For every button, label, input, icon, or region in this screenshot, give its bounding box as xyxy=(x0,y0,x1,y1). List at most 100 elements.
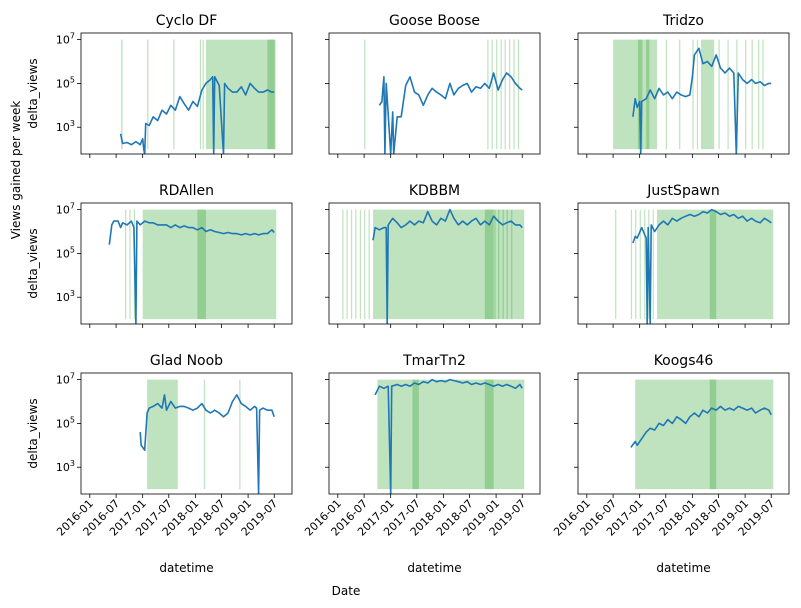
figure-xlabel: Date xyxy=(332,584,361,598)
panel-title: JustSpawn xyxy=(646,183,719,199)
plot-area xyxy=(364,39,523,154)
highlight-band xyxy=(709,209,717,320)
panel-justspawn: JustSpawn xyxy=(574,183,790,328)
panel-tmartn2: TmarTn22016-012016-072017-012017-072018-… xyxy=(302,353,541,575)
highlight-band xyxy=(142,209,277,320)
series-line xyxy=(630,405,772,448)
panel-rdallen: RDAllen 103 105 107 delta_views xyxy=(26,183,293,328)
series-line xyxy=(378,72,523,154)
highlight-band xyxy=(613,39,657,150)
axes-frame xyxy=(80,32,293,155)
plot-area xyxy=(615,208,774,324)
figure-ylabel: Views gained per week xyxy=(9,101,23,240)
highlight-band xyxy=(412,379,419,490)
highlight-band xyxy=(637,39,643,150)
subplot-ylabel: delta_views xyxy=(26,58,40,128)
highlight-band xyxy=(205,39,276,150)
highlight-band xyxy=(511,209,513,320)
highlight-band xyxy=(203,379,206,490)
highlight-band xyxy=(718,39,720,150)
panel-tridzo: Tridzo xyxy=(574,13,790,158)
subplot-xlabel: datetime xyxy=(159,561,213,575)
highlight-band xyxy=(364,209,366,320)
highlight-band xyxy=(630,209,633,320)
highlight-band xyxy=(696,39,699,150)
panels: Cyclo DF 103 105 107 delta_views Goose Boose T… xyxy=(26,13,790,575)
y-tick-label: 103 xyxy=(56,119,75,134)
highlight-band xyxy=(197,209,206,320)
highlight-band xyxy=(502,209,504,320)
highlight-band xyxy=(751,39,753,150)
y-tick-label: 105 xyxy=(56,415,75,430)
highlight-band xyxy=(173,39,175,150)
highlight-band xyxy=(635,209,637,320)
highlight-band xyxy=(373,209,525,320)
y-tick-label: 107 xyxy=(56,202,75,217)
highlight-band xyxy=(487,39,489,150)
highlight-band xyxy=(615,209,617,320)
subplot-xlabel: datetime xyxy=(656,561,710,575)
highlight-band xyxy=(239,379,241,490)
highlight-band xyxy=(513,39,515,150)
panel-cyclo-df: Cyclo DF 103 105 107 delta_views xyxy=(26,13,293,158)
axes-frame xyxy=(577,372,790,495)
panel-title: RDAllen xyxy=(159,183,214,199)
highlight-band xyxy=(350,209,353,320)
highlight-band xyxy=(758,39,760,150)
highlight-band xyxy=(121,39,123,150)
y-tick-label: 105 xyxy=(56,245,75,260)
series-line xyxy=(372,208,523,324)
panel-title: KDBBM xyxy=(409,183,460,199)
panel-title: Koogs46 xyxy=(654,353,714,369)
plot-area xyxy=(108,209,277,324)
series-line xyxy=(632,208,772,324)
highlight-band xyxy=(491,39,493,150)
highlight-band xyxy=(267,39,275,150)
subplot-xlabel: datetime xyxy=(407,561,461,575)
highlight-band xyxy=(342,209,344,320)
highlight-band xyxy=(147,39,149,150)
highlight-band xyxy=(346,209,348,320)
panel-goose-boose: Goose Boose xyxy=(325,13,541,158)
highlight-band xyxy=(496,39,498,150)
highlight-band xyxy=(368,209,370,320)
highlight-band xyxy=(646,39,649,150)
highlight-band xyxy=(500,39,502,150)
y-tick-label: 103 xyxy=(56,289,75,304)
series-line xyxy=(632,47,772,154)
highlight-band xyxy=(652,209,654,320)
highlight-band xyxy=(202,39,204,150)
highlight-band xyxy=(700,39,715,150)
plot-area xyxy=(613,39,772,154)
axes-frame xyxy=(80,372,293,495)
panel-title: TmarTn2 xyxy=(402,353,466,369)
highlight-band xyxy=(484,209,494,320)
highlight-band xyxy=(504,39,506,150)
highlight-band xyxy=(635,379,647,490)
series-line xyxy=(108,220,275,324)
y-tick-label: 105 xyxy=(56,75,75,90)
series-line xyxy=(139,394,275,494)
panel-title: Goose Boose xyxy=(389,13,480,29)
highlight-band xyxy=(364,39,366,150)
plot-area xyxy=(119,39,276,154)
plot-area xyxy=(630,379,774,490)
y-tick-label: 103 xyxy=(56,459,75,474)
panel-koogs46: Koogs462016-012016-072017-012017-072018-… xyxy=(551,353,790,575)
panel-kdbbm: KDBBM xyxy=(325,183,541,328)
panel-title: Cyclo DF xyxy=(156,13,218,29)
highlight-band xyxy=(129,209,131,320)
plot-area xyxy=(342,208,525,324)
highlight-band xyxy=(745,39,747,150)
highlight-band xyxy=(665,39,668,150)
highlight-band xyxy=(498,209,500,320)
series-line xyxy=(119,76,275,154)
highlight-band xyxy=(125,209,127,320)
plot-area xyxy=(374,378,525,494)
highlight-band xyxy=(656,209,774,320)
highlight-band xyxy=(494,209,496,320)
highlight-band xyxy=(646,379,774,490)
series-line xyxy=(374,378,523,494)
axes-frame xyxy=(577,32,790,155)
